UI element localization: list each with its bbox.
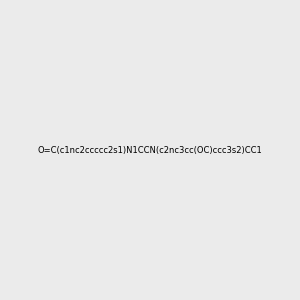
- Text: O=C(c1nc2ccccc2s1)N1CCN(c2nc3cc(OC)ccc3s2)CC1: O=C(c1nc2ccccc2s1)N1CCN(c2nc3cc(OC)ccc3s…: [38, 146, 262, 154]
